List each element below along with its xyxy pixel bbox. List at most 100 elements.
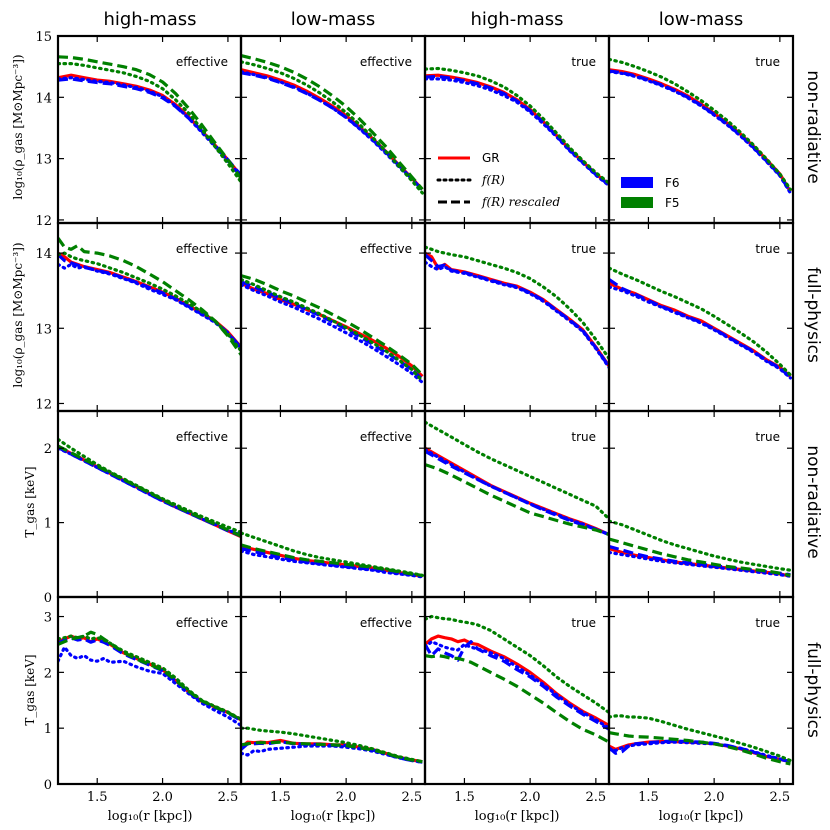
legend-colors: F6 F5 [621, 176, 680, 210]
series-f5-f-r-rescaled [609, 537, 791, 577]
series-gr [58, 634, 241, 722]
series-f5-f-r- [241, 277, 424, 383]
series-f6-f-r-rescaled [58, 253, 241, 351]
series-f5-f-r-rescaled [241, 543, 423, 577]
series-f5-f-r-rescaled [58, 237, 241, 358]
series-f5-f-r- [609, 57, 793, 191]
panel-r4-c2: 1.5 2.0 2.5 effective [239, 595, 427, 805]
series-group [425, 614, 609, 744]
panel-tag: true [755, 616, 780, 630]
panel-tag: effective [360, 616, 412, 630]
x-tick-label: 1.5 [87, 790, 108, 805]
y-tick-label: 12 [35, 214, 52, 229]
panel-tag: true [755, 430, 780, 444]
panel-tag: true [571, 242, 596, 256]
legend-swatch-f5 [621, 197, 653, 208]
series-f5-f-r- [609, 519, 793, 572]
y-axis-label-4: T_gas [keV] [23, 654, 37, 725]
series-gr [609, 68, 792, 193]
y-tick-label: 2 [44, 442, 52, 457]
panel-frame [607, 595, 795, 786]
series-group [58, 55, 241, 185]
legend-swatch-f6 [621, 177, 653, 188]
x-axis-label-1: log₁₀(r [kpc]) [108, 809, 193, 824]
panel-tag: effective [176, 430, 228, 444]
series-f6-f-r- [58, 645, 241, 728]
y-tick-label: 2 [44, 666, 52, 681]
x-axis-label-3: log₁₀(r [kpc]) [475, 809, 560, 824]
panel-r1-c1: 12 13 14 15 effective [35, 30, 243, 229]
series-f6-f-r- [241, 283, 424, 384]
row-title-3: non-radiative [803, 445, 823, 558]
series-f5-f-r- [609, 714, 793, 763]
panel-tag: effective [360, 430, 412, 444]
panel-r4-c1: 1.5 2.0 2.5 0 1 2 3 effective [44, 595, 243, 805]
panel-tag: true [755, 55, 780, 69]
series-f6-f-r- [425, 77, 609, 188]
panel-tag: effective [176, 242, 228, 256]
panel-r3-c4: true [607, 409, 795, 599]
series-group [609, 714, 793, 766]
y-tick-label: 1 [44, 722, 52, 737]
series-f5-f-r- [58, 634, 241, 722]
panel-r3-c3: true [423, 409, 611, 599]
panel-r1-c4: true [607, 34, 795, 225]
series-gr [425, 446, 609, 537]
panel-tag: true [571, 616, 596, 630]
legend-label-f5: F5 [665, 196, 680, 210]
y-tick-label: 15 [35, 30, 52, 45]
panel-tag: true [571, 430, 596, 444]
series-group [241, 274, 424, 384]
series-f6-f-r-rescaled [425, 74, 609, 187]
column-title-3: high-mass [470, 9, 563, 30]
panel-tag: effective [176, 616, 228, 630]
panel-r2-c3: true [423, 221, 611, 413]
series-f6-f-r-rescaled [241, 71, 424, 192]
x-tick-label: 2.0 [336, 790, 357, 805]
panel-r3-c1: 0 1 2 effective [44, 409, 243, 606]
series-group [58, 630, 241, 728]
x-tick-label: 2.0 [704, 790, 725, 805]
x-tick-label: 2.5 [586, 790, 607, 805]
x-tick-label: 1.5 [454, 790, 475, 805]
series-group [609, 519, 793, 578]
series-f5-f-r- [58, 61, 241, 185]
y-tick-label: 14 [35, 91, 52, 106]
y-axis-label-1: log₁₀(ρ_gas [M⊙Mpc⁻³]) [11, 54, 25, 199]
x-tick-label: 2.5 [218, 790, 239, 805]
row-title-1: non-radiative [803, 70, 823, 183]
series-f5-f-r- [425, 420, 609, 522]
x-tick-label: 1.5 [638, 790, 659, 805]
panel-r1-c2: effective [239, 34, 427, 225]
series-f5-f-r- [609, 266, 793, 377]
y-tick-label: 13 [35, 153, 52, 168]
legend-label-gr: GR [482, 151, 500, 165]
y-axis-label-2: log₁₀(ρ_gas [M⊙Mpc⁻³]) [11, 242, 25, 387]
series-f6-f-r-rescaled [58, 77, 241, 178]
series-f5-f-r-rescaled [425, 463, 609, 537]
series-f5-f-r- [58, 437, 241, 534]
series-group [241, 531, 424, 579]
x-tick-label: 2.0 [152, 790, 173, 805]
column-title-1: high-mass [103, 9, 196, 30]
series-f5-f-r-rescaled [241, 274, 424, 377]
series-gr [241, 68, 424, 191]
panel-tag: effective [360, 242, 412, 256]
y-tick-label: 13 [35, 322, 52, 337]
row-title-2: full-physics [803, 267, 823, 363]
x-axis-label-4: log₁₀(r [kpc]) [659, 809, 744, 824]
y-tick-label: 0 [44, 778, 52, 793]
series-f6-f-r- [609, 69, 793, 195]
x-axis-label-2: log₁₀(r [kpc]) [291, 809, 376, 824]
series-f5-f-r- [241, 60, 424, 195]
y-tick-label: 3 [44, 611, 52, 626]
series-gr [425, 73, 609, 187]
panel-r3-c2: effective [239, 409, 427, 599]
series-f5-f-r-rescaled [241, 54, 424, 191]
series-group [58, 437, 241, 539]
series-f6-f-r-rescaled [425, 640, 609, 732]
legend-line-styles: GR f(R) f(R) rescaled [436, 151, 560, 209]
series-group [58, 237, 241, 358]
series-group [425, 420, 609, 537]
